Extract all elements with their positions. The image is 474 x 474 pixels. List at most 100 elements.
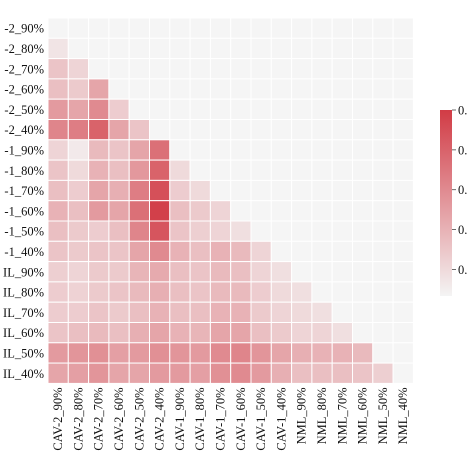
empty-cell-5-16 [372,119,394,141]
heatmap-cell-7-5 [149,159,171,181]
heatmap-cell-17-10 [250,362,272,384]
empty-cell-0-6 [169,17,191,39]
empty-cell-6-9 [230,139,252,161]
empty-cell-6-12 [291,139,313,161]
heatmap-cell-9-0 [47,200,69,222]
column-label: CAV-2_70% [92,387,106,450]
heatmap-cell-17-15 [352,362,374,384]
heatmap-cell-8-6 [169,179,191,202]
empty-cell-15-17 [392,322,414,344]
column-label: NML_80% [315,387,329,444]
heatmap-cell-5-3 [108,119,130,141]
empty-cell-12-13 [311,261,333,283]
empty-cell-0-0 [47,17,69,39]
column-label: CAV-1_60% [234,387,248,450]
empty-cell-0-13 [311,17,333,39]
empty-cell-3-4 [128,78,150,100]
empty-cell-14-15 [352,301,374,324]
heatmap-cell-12-5 [149,261,171,283]
heatmap-cell-10-6 [169,220,191,242]
empty-cell-2-3 [108,58,130,80]
empty-cell-8-9 [230,179,252,202]
empty-cell-8-14 [331,179,354,202]
heatmap-cell-13-5 [149,281,171,303]
empty-cell-5-17 [392,119,414,141]
empty-cell-3-16 [372,78,394,100]
heatmap-cell-14-2 [88,301,110,324]
empty-cell-9-9 [230,200,252,222]
heatmap-cell-3-2 [88,78,110,100]
heatmap-cell-15-11 [270,322,293,344]
empty-cell-5-12 [291,119,313,141]
row-label: IL_70% [3,306,44,320]
column-label: NML_60% [356,387,370,444]
heatmap-cell-13-6 [169,281,191,303]
heatmap-cell-8-0 [47,179,69,202]
empty-cell-6-6 [169,139,191,161]
empty-cell-3-8 [209,78,232,100]
heatmap-cell-9-3 [108,200,130,222]
heatmap-cell-8-4 [128,179,150,202]
empty-cell-2-15 [352,58,374,80]
empty-cell-2-10 [250,58,272,80]
empty-cell-6-7 [189,139,211,161]
empty-cell-4-13 [311,98,333,120]
heatmap-cell-8-2 [88,179,110,202]
empty-cell-7-16 [372,159,394,181]
heatmap-cell-16-4 [128,342,150,364]
empty-cell-16-16 [372,342,394,364]
empty-cell-9-12 [291,200,313,222]
empty-cell-0-7 [189,17,211,39]
heatmap-cell-17-5 [149,362,171,384]
column-label: CAV-2_80% [71,387,85,450]
heatmap-cell-11-5 [149,240,171,263]
heatmap-cell-12-8 [209,261,232,283]
empty-cell-10-12 [291,220,313,242]
empty-cell-10-11 [270,220,293,242]
legend-tick-label: 0. [458,183,467,197]
empty-cell-8-10 [250,179,272,202]
heatmap-cell-16-0 [47,342,69,364]
empty-cell-4-5 [149,98,171,120]
empty-cell-7-8 [209,159,232,181]
heatmap-cell-15-6 [169,322,191,344]
empty-cell-8-11 [270,179,293,202]
empty-cell-0-5 [149,17,171,39]
empty-cell-0-10 [250,17,272,39]
heatmap-cell-5-2 [88,119,110,141]
heatmap-cell-17-9 [230,362,252,384]
heatmap-cell-16-6 [169,342,191,364]
heatmap-cell-17-11 [270,362,293,384]
heatmap-cell-11-10 [250,240,272,263]
empty-cell-0-1 [67,17,90,39]
heatmap-cell-16-7 [189,342,211,364]
empty-cell-15-16 [372,322,394,344]
empty-cell-1-12 [291,37,313,60]
heatmap-cell-14-13 [311,301,333,324]
heatmap-cell-15-5 [149,322,171,344]
row-label: -1_70% [4,184,44,198]
empty-cell-1-3 [108,37,130,60]
heatmap-cell-7-6 [169,159,191,181]
empty-cell-9-17 [392,200,414,222]
empty-cell-11-11 [270,240,293,263]
column-label: CAV-2_50% [132,387,146,450]
heatmap-cell-12-2 [88,261,110,283]
empty-cell-13-15 [352,281,374,303]
heatmap-cell-15-4 [128,322,150,344]
empty-cell-5-9 [230,119,252,141]
heatmap-cell-5-4 [128,119,150,141]
heatmap-cell-14-0 [47,301,69,324]
heatmap-cell-10-4 [128,220,150,242]
empty-cell-1-5 [149,37,171,60]
row-label: -1_40% [4,245,44,259]
heatmap-cell-15-14 [331,322,354,344]
legend-tick-label: 0. [458,104,467,118]
heatmap-cell-11-8 [209,240,232,263]
heatmap-cell-15-7 [189,322,211,344]
empty-cell-4-4 [128,98,150,120]
heatmap-cell-16-15 [352,342,374,364]
heatmap-cell-15-12 [291,322,313,344]
empty-cell-1-7 [189,37,211,60]
empty-cell-3-10 [250,78,272,100]
